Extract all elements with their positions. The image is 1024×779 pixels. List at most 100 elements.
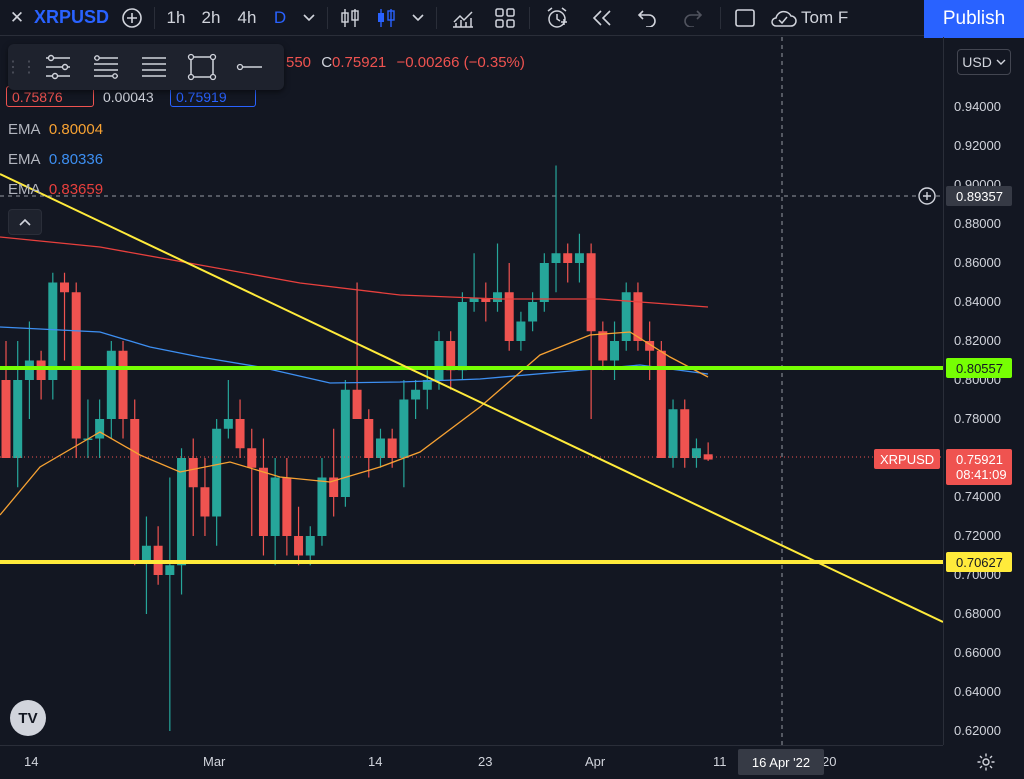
candle-body [141,545,151,564]
price-tick-label: 0.66000 [954,645,1001,660]
interval-4h[interactable]: 4h [237,7,257,27]
gear-icon[interactable] [976,752,996,772]
time-label: Mar [203,754,226,769]
chevron-down-icon[interactable] [404,0,432,36]
candle-body [516,321,526,341]
price-tick-label: 0.82000 [954,333,1001,348]
interval-1h[interactable]: 1h [166,7,186,27]
candle-body [411,389,421,400]
last-price-tag: 0.75921 08:41:09 [946,449,1012,485]
cloud-save-icon[interactable] [765,0,801,36]
fullscreen-icon[interactable] [725,0,765,36]
price-tick-label: 0.74000 [954,489,1001,504]
candle-body [457,302,467,371]
text-lines-icon[interactable] [130,54,178,80]
layout-grid-icon[interactable] [485,0,525,36]
candle-body [305,536,315,556]
chart-pane[interactable]: EMA 0.80004 EMA 0.80336 EMA 0.83659 TV [0,37,943,745]
candle-body [71,292,81,439]
candle-body [680,409,690,458]
candle-body [106,350,116,419]
time-label: 23 [478,754,493,769]
chevron-down-icon[interactable] [295,0,323,36]
user-name[interactable]: Tom F [801,7,849,27]
alarm-clock-icon[interactable] [534,0,580,36]
close-icon[interactable]: ✕ [9,7,25,27]
drawing-toolbar: ⋮⋮ [5,44,284,90]
candle-body [610,341,620,361]
compare-plus-icon[interactable] [114,0,150,36]
fib-levels-icon[interactable] [82,54,130,80]
tradingview-logo[interactable]: TV [10,700,46,736]
candle-body [329,477,339,497]
replay-icon[interactable] [580,0,624,36]
candle-body [434,341,444,380]
publish-button[interactable]: Publish [924,0,1024,38]
candle-body [223,419,233,429]
crosshair-price-tag: 0.89357 [946,186,1012,206]
ema-legend-3[interactable]: EMA 0.83659 [8,181,104,198]
green-level-tag: 0.80557 [946,358,1012,378]
top-toolbar: ✕ XRPUSD 1h 2h 4h D Tom F [0,0,1024,36]
ema-legend-2[interactable]: EMA 0.80336 [8,151,104,168]
candle-body [118,350,128,419]
candle-body [235,419,245,449]
time-axis[interactable]: 14 Mar 14 23 Apr 11 20 16 Apr '22 [0,745,943,779]
candle-body [282,477,292,536]
indicators-icon[interactable] [441,0,485,36]
candle-body [340,389,350,497]
candle-body [130,419,140,564]
time-label: 14 [368,754,383,769]
candles-icon[interactable] [368,0,404,36]
candle-body [1,380,11,458]
candle-body [36,360,46,380]
ema-legend-1[interactable]: EMA 0.80004 [8,121,104,138]
candle-body [364,419,374,458]
price-tick-label: 0.64000 [954,684,1001,699]
interval-d[interactable]: D [273,7,287,27]
bar-style-icon[interactable] [332,0,368,36]
price-chart[interactable] [0,37,943,745]
candle-body [656,350,666,458]
add-alert-plus-icon[interactable] [918,187,936,205]
price-axis[interactable]: 0.94000 0.92000 0.90000 0.88000 0.86000 0.840… [943,37,1024,745]
candle-body [95,419,105,439]
candle-body [200,487,210,517]
candle-body [446,341,456,371]
collapse-legend-button[interactable] [8,209,42,235]
candle-body [165,565,175,575]
candle-body [48,282,58,380]
ema-slow-line [0,236,709,308]
price-tick-label: 0.84000 [954,294,1001,309]
price-tick-label: 0.88000 [954,216,1001,231]
candle-body [668,409,678,458]
price-tick-label: 0.94000 [954,99,1001,114]
symbol-price-tag: XRPUSD [874,449,941,469]
horizontal-ray-icon[interactable] [226,54,274,80]
ohlc-legend: 550 C0.75921 −0.00266 (−0.35%) [286,54,525,71]
spread-value: 0.00043 [103,88,154,105]
drag-handle-icon[interactable]: ⋮⋮ [5,59,37,76]
candle-body [528,302,538,322]
candle-body [481,298,491,302]
trend-lines-icon[interactable] [34,54,82,80]
candle-body [598,331,608,361]
candle-body [504,292,514,341]
ema-fast-line [0,331,709,516]
interval-2h[interactable]: 2h [201,7,221,27]
currency-select[interactable]: USD [957,49,1011,75]
candle-body [24,360,34,380]
candle-body [352,389,362,419]
candle-body [563,253,573,263]
price-tick-label: 0.86000 [954,255,1001,270]
candle-body [177,458,187,566]
rectangle-icon[interactable] [178,53,226,81]
redo-icon[interactable] [670,0,716,36]
candle-body [317,477,327,536]
candle-body [270,477,280,536]
yellow-level-tag: 0.70627 [946,552,1012,572]
symbol-search[interactable]: XRPUSD [34,7,110,27]
undo-icon[interactable] [624,0,670,36]
price-tick-label: 0.92000 [954,138,1001,153]
candle-body [294,536,304,556]
